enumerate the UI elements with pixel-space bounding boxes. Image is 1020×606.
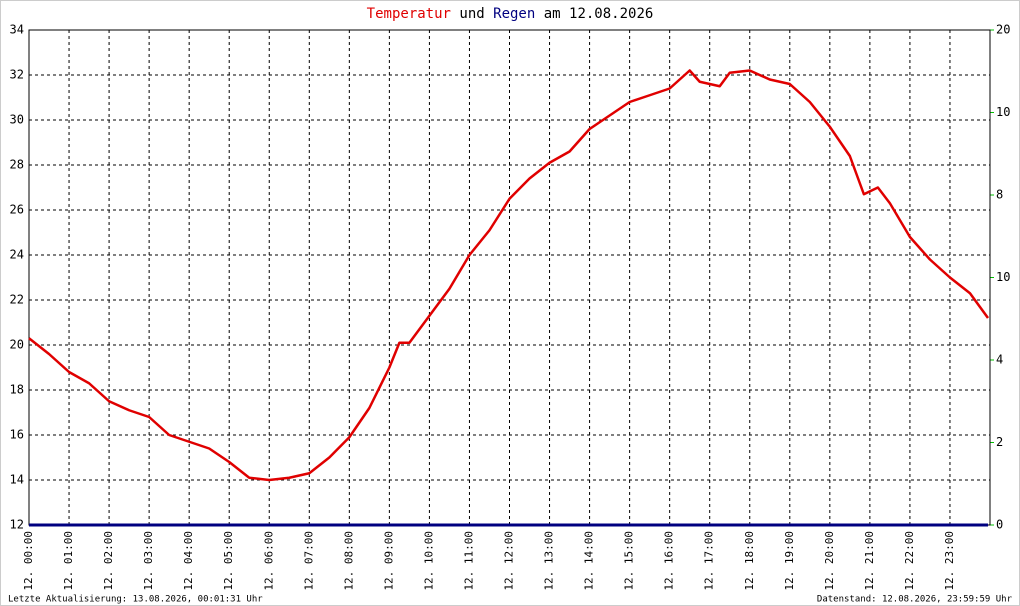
y-tick-label: 22 <box>10 293 24 307</box>
y2-tick-label: 8 <box>996 188 1003 202</box>
x-tick-label: 12. 10:00 <box>422 531 435 591</box>
y-tick-label: 20 <box>10 338 24 352</box>
x-tick-label: 12. 23:00 <box>943 531 956 591</box>
y-tick-label: 12 <box>10 518 24 532</box>
y-tick-label: 24 <box>10 248 24 262</box>
title-connector: und <box>459 6 484 22</box>
x-tick-label: 12. 14:00 <box>583 531 596 591</box>
x-tick-label: 12. 07:00 <box>302 531 315 591</box>
x-tick-label: 12. 11:00 <box>462 531 475 591</box>
series-line <box>28 69 990 482</box>
x-tick-label: 12. 18:00 <box>743 531 756 591</box>
x-tick-label: 12. 08:00 <box>342 531 355 591</box>
y-tick-label: 30 <box>10 113 24 127</box>
x-tick-label: 12. 01:00 <box>62 531 75 591</box>
chart-title: Temperatur und Regen am 12.08.2026 <box>367 6 654 22</box>
x-tick-label: 12. 13:00 <box>543 531 556 591</box>
x-tick-label: 12. 04:00 <box>182 531 195 591</box>
x-tick-label: 12. 21:00 <box>863 531 876 591</box>
x-tick-label: 12. 03:00 <box>142 531 155 591</box>
x-tick-label: 12. 09:00 <box>382 531 395 591</box>
y2-tick-label: 4 <box>996 353 1003 367</box>
y-tick-label: 14 <box>10 473 24 487</box>
x-tick-label: 12. 06:00 <box>262 531 275 591</box>
y2-tick-label: 10 <box>996 105 1010 119</box>
title-temperatur: Temperatur <box>367 6 451 22</box>
x-tick-label: 12. 22:00 <box>903 531 916 591</box>
y2-tick-label: 2 <box>996 435 1003 449</box>
x-tick-label: 12. 20:00 <box>823 531 836 591</box>
footer-left: Letzte Aktualisierung: 13.08.2026, 00:01… <box>8 595 263 605</box>
x-tick-label: 12. 00:00 <box>22 531 35 591</box>
y2-tick-label: 20 <box>996 23 1010 37</box>
y-tick-label: 34 <box>10 23 24 37</box>
x-tick-label: 12. 19:00 <box>783 531 796 591</box>
x-tick-label: 12. 12:00 <box>503 531 516 591</box>
y-tick-label: 28 <box>10 158 24 172</box>
y-tick-label: 32 <box>10 68 24 82</box>
footer-right: Datenstand: 12.08.2026, 23:59:59 Uhr <box>817 595 1013 605</box>
title-regen: Regen <box>493 6 535 22</box>
x-tick-label: 12. 16:00 <box>663 531 676 591</box>
y-tick-label: 18 <box>10 383 24 397</box>
y2-tick-label: 10 <box>996 270 1010 284</box>
y-tick-label: 16 <box>10 428 24 442</box>
x-tick-label: 12. 05:00 <box>222 531 235 591</box>
x-tick-label: 12. 15:00 <box>623 531 636 591</box>
y2-tick-label: 0 <box>996 518 1003 532</box>
x-tick-label: 12. 02:00 <box>102 531 115 591</box>
y-tick-label: 26 <box>10 203 24 217</box>
title-suffix: am 12.08.2026 <box>544 6 654 22</box>
x-tick-label: 12. 17:00 <box>703 531 716 591</box>
